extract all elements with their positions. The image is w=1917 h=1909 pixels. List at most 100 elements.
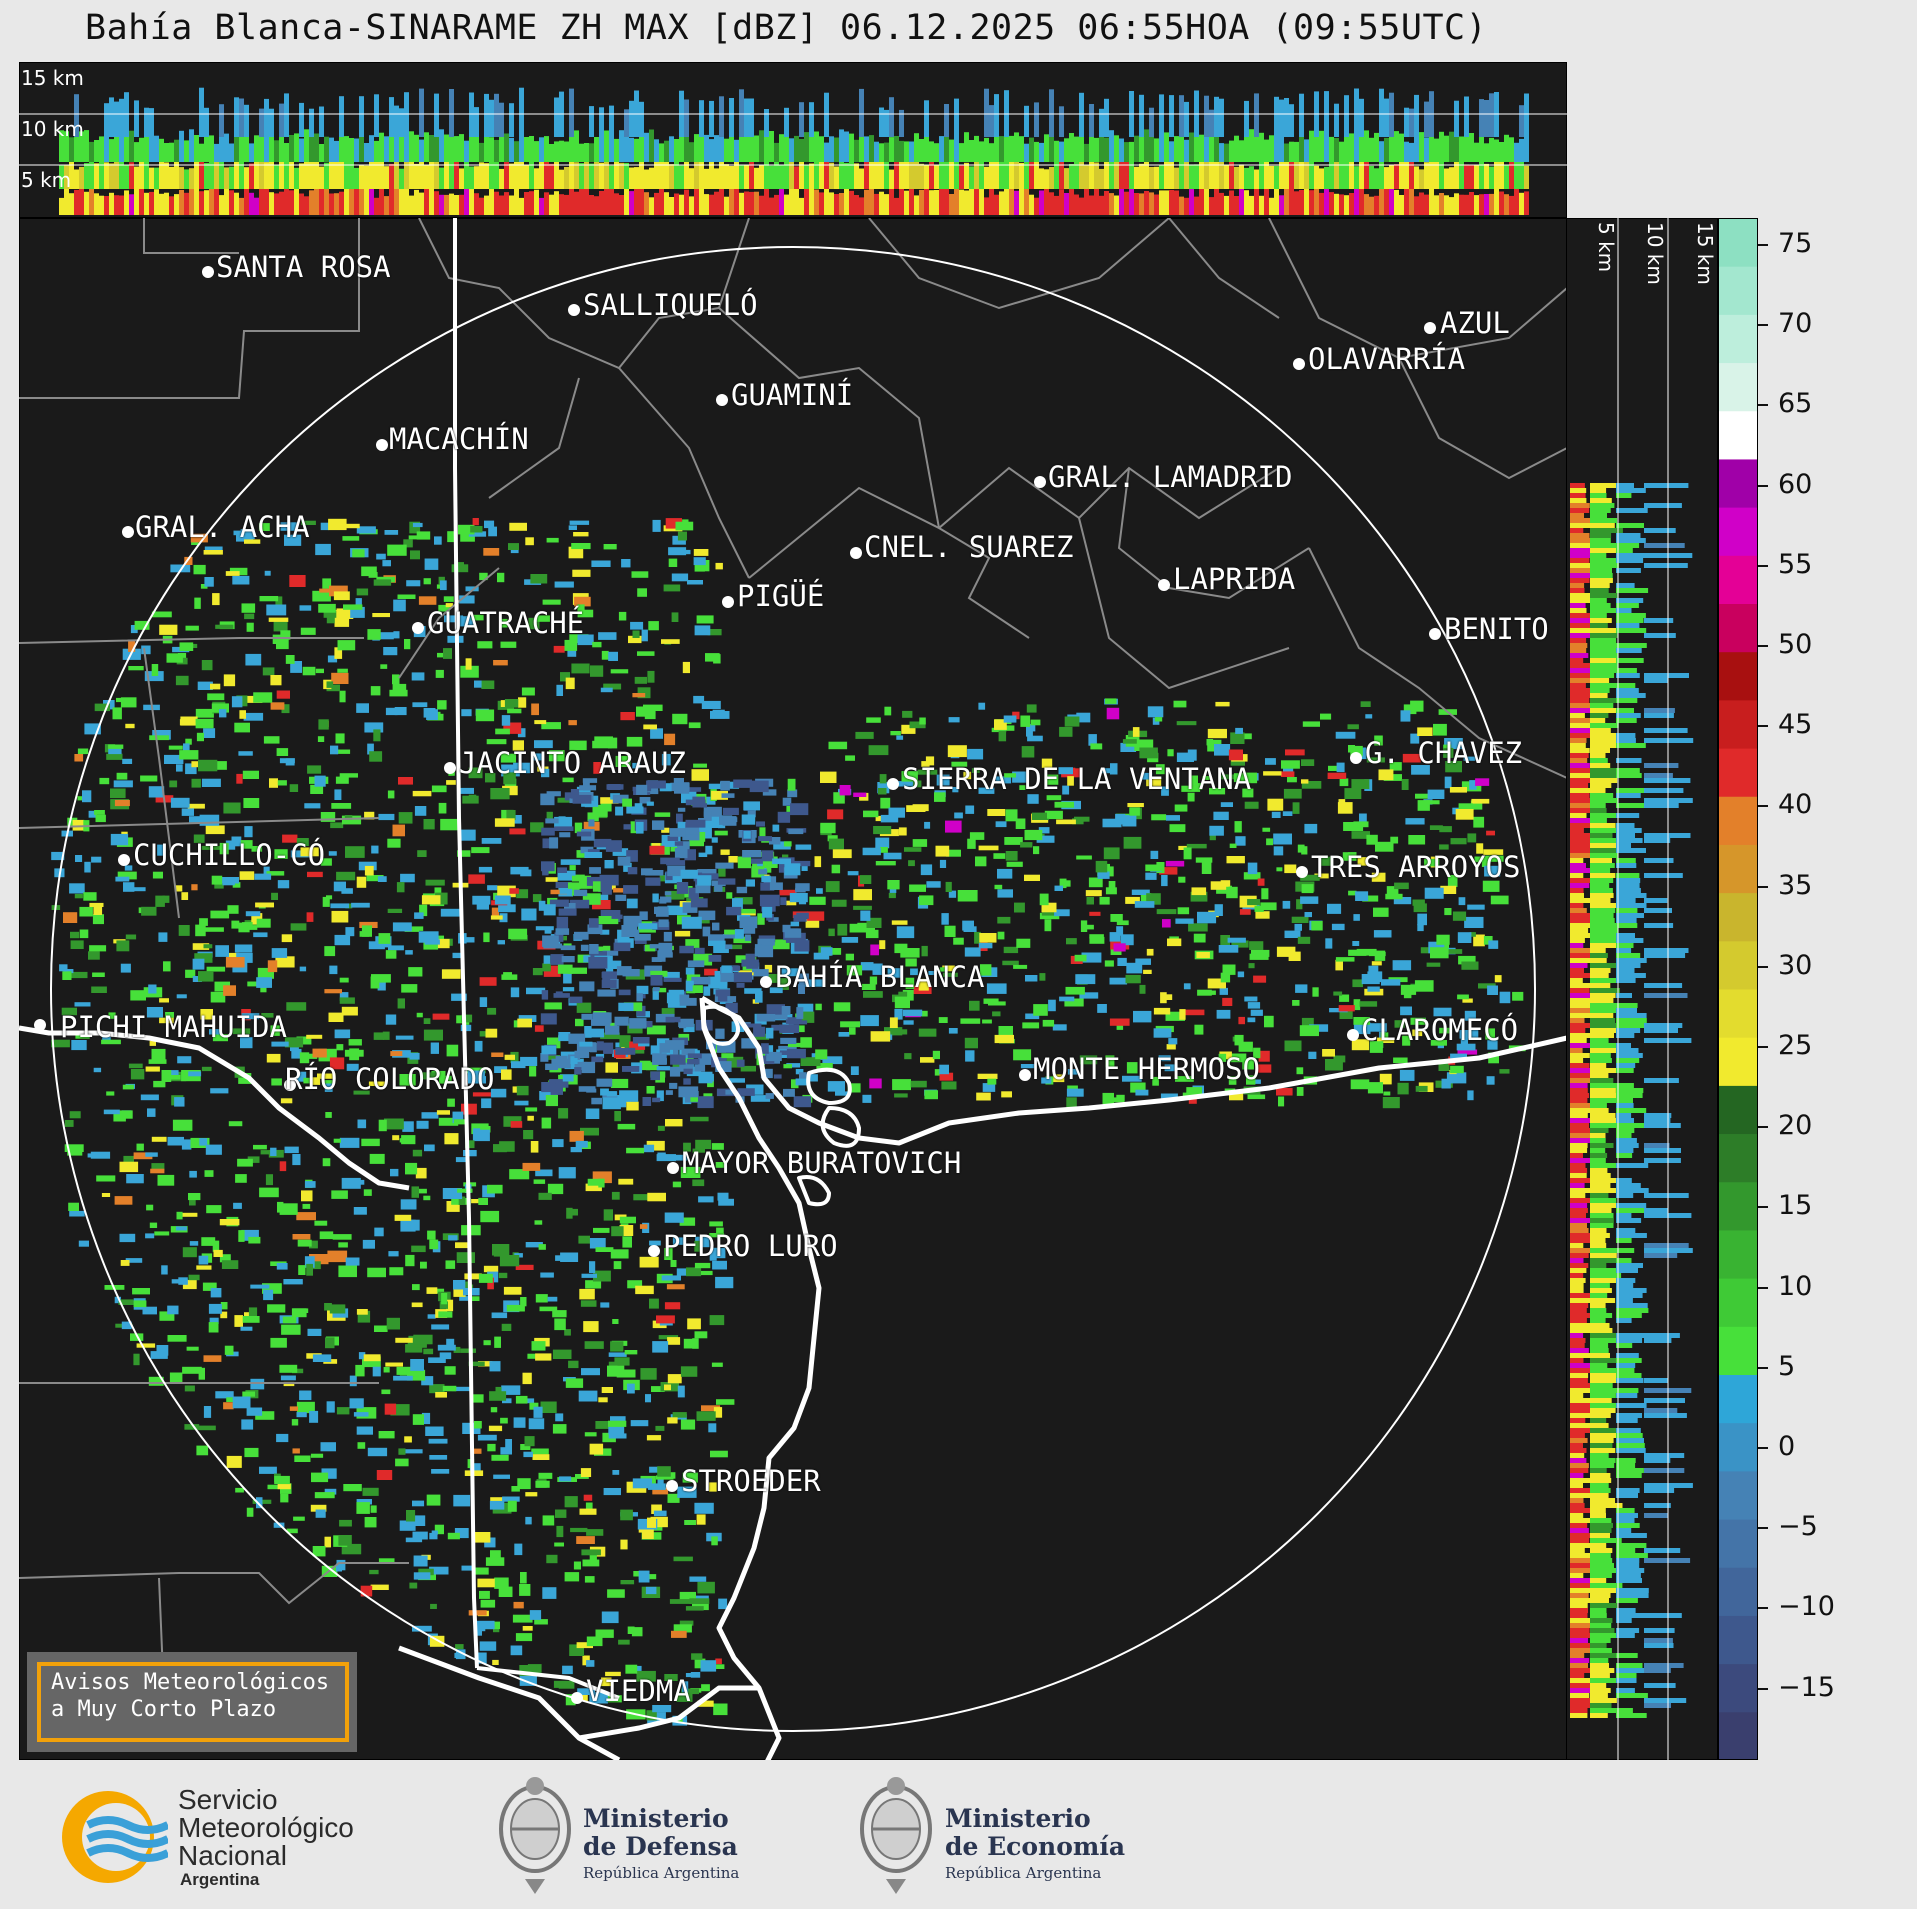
radar-echo <box>998 1026 1013 1037</box>
radar-echo <box>1183 847 1192 860</box>
radar-map[interactable] <box>19 218 1567 1760</box>
radar-echo <box>214 981 230 992</box>
cross-section-echo <box>1570 1593 1589 1598</box>
radar-echo <box>866 917 882 928</box>
cross-section-echo <box>1570 1223 1587 1228</box>
cross-section-echo <box>324 162 329 189</box>
radar-echo <box>1095 860 1108 873</box>
cross-section-echo <box>1184 197 1189 215</box>
cross-section-echo <box>1570 1043 1594 1048</box>
radar-echo <box>1253 1047 1261 1059</box>
cross-section-echo <box>329 158 334 189</box>
radar-echo <box>718 1198 734 1206</box>
cross-section-echo <box>489 154 494 189</box>
radar-echo <box>721 793 735 798</box>
cross-section-echo <box>1616 1543 1647 1548</box>
cross-section-echo <box>799 155 804 189</box>
radar-echo <box>912 839 928 847</box>
cross-section-echo <box>1644 1338 1672 1343</box>
radar-echo <box>349 1398 364 1409</box>
radar-echo <box>717 1041 736 1053</box>
radar-echo <box>725 1089 733 1095</box>
radar-echo <box>1162 919 1171 928</box>
radar-echo <box>488 1425 503 1432</box>
cross-section-echo <box>914 133 919 162</box>
radar-echo <box>324 1488 337 1495</box>
cross-section-echo <box>1570 1298 1598 1303</box>
cross-section-echo <box>1570 1468 1589 1473</box>
radar-echo <box>72 819 85 831</box>
cross-section-echo <box>749 98 754 137</box>
cross-section-echo <box>1570 1463 1589 1468</box>
cross-section-echo <box>1129 141 1134 162</box>
cross-section-echo <box>159 193 164 215</box>
radar-echo <box>202 1282 217 1291</box>
cross-section-echo <box>1289 141 1294 162</box>
radar-echo <box>477 1434 497 1441</box>
radar-echo <box>265 1174 273 1186</box>
city-label: TRES ARROYOS <box>1311 850 1521 884</box>
radar-echo <box>378 1431 395 1439</box>
radar-echo <box>359 921 378 928</box>
radar-echo <box>610 1416 626 1425</box>
radar-echo <box>569 1130 584 1142</box>
radar-echo <box>1254 905 1264 912</box>
radar-echo <box>395 1337 413 1343</box>
radar-echo <box>1373 930 1392 938</box>
radar-echo <box>673 1624 692 1633</box>
cross-section-echo <box>1570 773 1594 778</box>
radar-echo <box>1400 1006 1412 1016</box>
radar-echo <box>542 1587 557 1599</box>
radar-echo <box>121 1321 132 1330</box>
cross-section-echo <box>209 154 214 189</box>
radar-echo <box>667 1493 680 1503</box>
radar-echo <box>376 1470 393 1480</box>
radar-echo <box>1244 996 1258 1002</box>
cross-section-echo <box>1034 161 1039 189</box>
cross-section-echo <box>1616 938 1644 943</box>
radar-echo <box>512 1614 533 1623</box>
radar-echo <box>584 1432 597 1437</box>
cross-section-echo <box>879 191 884 215</box>
radar-echo <box>791 1079 799 1089</box>
radar-echo <box>528 1418 545 1430</box>
cross-section-echo <box>354 138 359 162</box>
cross-section-echo <box>1590 1228 1607 1233</box>
radar-echo <box>683 787 702 792</box>
cross-section-echo <box>1590 663 1619 668</box>
cross-section-echo <box>1570 1568 1591 1573</box>
cross-section-echo <box>1590 793 1614 798</box>
radar-echo <box>789 893 808 903</box>
radar-echo <box>595 1053 605 1059</box>
city-dot <box>444 762 456 774</box>
cross-section-echo <box>1469 165 1474 189</box>
radar-echo <box>59 964 68 972</box>
radar-echo <box>648 621 659 631</box>
radar-echo <box>225 840 236 850</box>
cross-section-echo <box>639 157 644 189</box>
radar-echo <box>1097 1004 1107 1013</box>
radar-echo <box>685 939 700 949</box>
radar-echo <box>622 798 632 807</box>
cross-section-echo <box>204 107 209 137</box>
cross-section-echo <box>874 154 879 189</box>
radar-echo <box>1222 964 1236 975</box>
radar-echo <box>271 1078 282 1086</box>
cross-section-echo <box>1590 1288 1612 1293</box>
radar-echo <box>416 1120 429 1129</box>
radar-echo <box>538 1472 553 1479</box>
radar-echo <box>411 1188 427 1194</box>
avisos-box[interactable]: Avisos Meteorológicos a Muy Corto Plazo <box>27 1652 357 1752</box>
radar-echo <box>279 1203 298 1215</box>
colorbar-segment <box>1718 892 1758 942</box>
cross-section-echo <box>699 160 704 189</box>
radar-echo <box>1067 776 1074 786</box>
radar-echo <box>156 1345 169 1356</box>
cross-section-echo <box>924 164 929 189</box>
avisos-line-1: Avisos Meteorológicos <box>51 1670 330 1695</box>
cross-section-echo <box>1244 100 1249 137</box>
radar-echo <box>757 913 765 925</box>
radar-echo <box>1003 946 1019 954</box>
radar-echo <box>634 803 643 811</box>
radar-echo <box>635 1285 654 1295</box>
